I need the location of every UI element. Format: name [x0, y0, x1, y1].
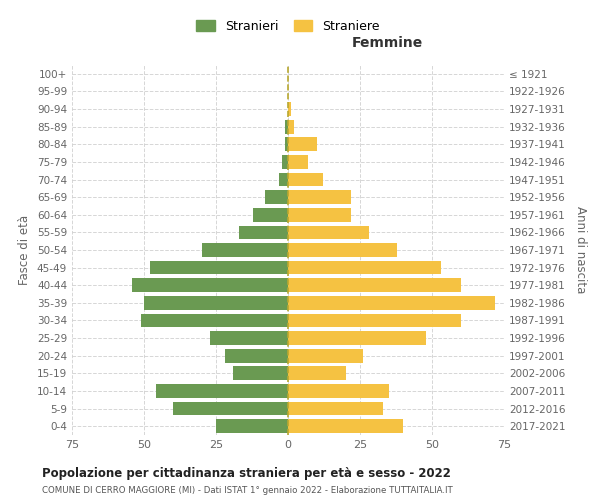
Bar	[288, 208, 352, 222]
Bar	[288, 314, 461, 328]
Bar	[288, 226, 368, 239]
Bar	[285, 138, 288, 151]
Bar	[288, 190, 352, 204]
Bar	[288, 331, 426, 345]
Text: Femmine: Femmine	[352, 36, 423, 50]
Y-axis label: Anni di nascita: Anni di nascita	[574, 206, 587, 294]
Bar	[239, 226, 288, 239]
Bar	[265, 190, 288, 204]
Bar	[133, 278, 288, 292]
Bar	[253, 208, 288, 222]
Bar	[216, 420, 288, 433]
Bar	[150, 260, 288, 274]
Bar	[285, 120, 288, 134]
Bar	[288, 243, 397, 257]
Bar	[288, 402, 383, 415]
Bar	[288, 155, 308, 169]
Bar	[282, 155, 288, 169]
Text: Popolazione per cittadinanza straniera per età e sesso - 2022: Popolazione per cittadinanza straniera p…	[42, 468, 451, 480]
Bar	[144, 296, 288, 310]
Y-axis label: Fasce di età: Fasce di età	[19, 215, 31, 285]
Bar	[173, 402, 288, 415]
Bar	[288, 278, 461, 292]
Bar	[280, 172, 288, 186]
Bar	[141, 314, 288, 328]
Bar	[210, 331, 288, 345]
Bar	[288, 172, 323, 186]
Bar	[202, 243, 288, 257]
Bar	[288, 296, 496, 310]
Bar	[288, 366, 346, 380]
Bar	[288, 120, 294, 134]
Text: COMUNE DI CERRO MAGGIORE (MI) - Dati ISTAT 1° gennaio 2022 - Elaborazione TUTTAI: COMUNE DI CERRO MAGGIORE (MI) - Dati IST…	[42, 486, 453, 495]
Bar	[288, 102, 291, 116]
Bar	[233, 366, 288, 380]
Legend: Stranieri, Straniere: Stranieri, Straniere	[193, 16, 383, 36]
Bar	[155, 384, 288, 398]
Bar	[288, 420, 403, 433]
Bar	[288, 260, 440, 274]
Bar	[288, 138, 317, 151]
Bar	[288, 349, 363, 362]
Bar	[224, 349, 288, 362]
Bar	[288, 384, 389, 398]
